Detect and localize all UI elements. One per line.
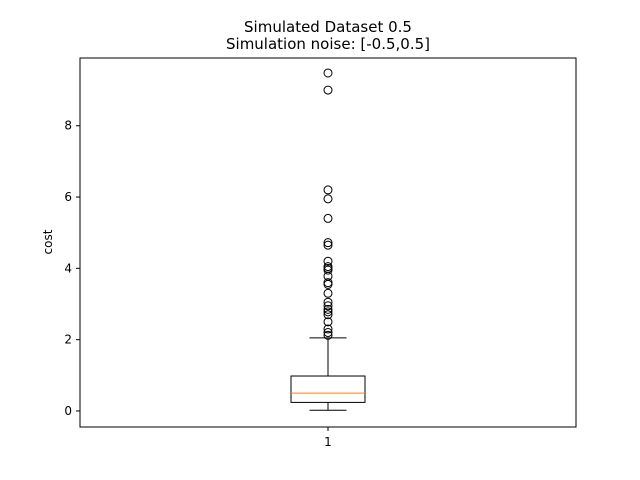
- outlier-point: [323, 194, 333, 204]
- x-tick-label: 1: [324, 435, 332, 449]
- outlier-point: [323, 279, 333, 289]
- outlier-point: [323, 185, 333, 195]
- outlier-point: [323, 256, 333, 266]
- y-tick-label: 0: [64, 404, 72, 418]
- outlier-point: [323, 328, 333, 338]
- outlier-point: [323, 68, 333, 78]
- chart-subtitle: Simulation noise: [-0.5,0.5]: [226, 35, 430, 53]
- outlier-point: [323, 85, 333, 95]
- outlier-point: [323, 238, 333, 248]
- iqr-box: [290, 375, 366, 403]
- y-tick-label: 6: [64, 190, 72, 204]
- outlier-point: [323, 240, 333, 250]
- outlier-point: [323, 262, 333, 272]
- outlier-point: [323, 213, 333, 223]
- outlier-point: [323, 304, 333, 314]
- chart-title: Simulated Dataset 0.5: [244, 18, 412, 36]
- outlier-point: [323, 297, 333, 307]
- y-axis-label: cost: [41, 229, 55, 254]
- plot-area: 0 2 4 6 8 1: [64, 57, 577, 449]
- outlier-point: [323, 288, 333, 298]
- outlier-point: [323, 278, 333, 288]
- y-tick-label: 4: [64, 261, 72, 275]
- y-tick-label: 2: [64, 333, 72, 347]
- outlier-point: [323, 307, 333, 317]
- y-tick-label: 8: [64, 119, 72, 133]
- outlier-point: [323, 301, 333, 311]
- outlier-point: [323, 310, 333, 320]
- outlier-point: [323, 324, 333, 334]
- outlier-point: [323, 317, 333, 327]
- outlier-point: [323, 330, 333, 340]
